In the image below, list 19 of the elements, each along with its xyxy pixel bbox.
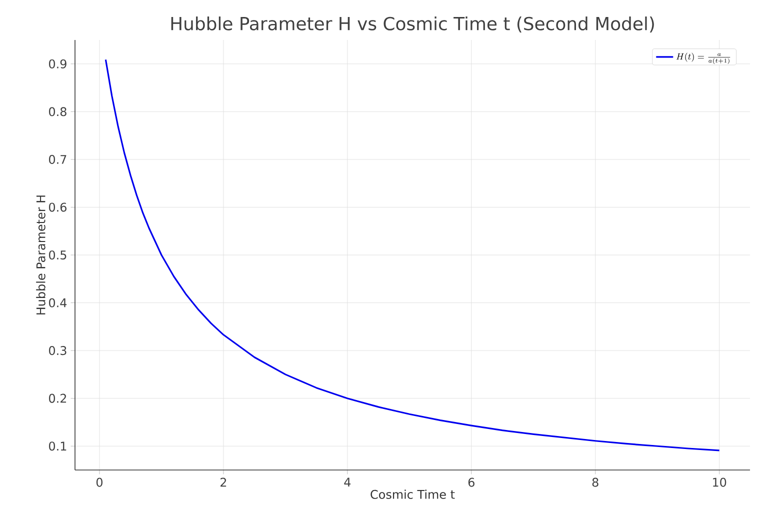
- chart-title: Hubble Parameter H vs Cosmic Time t (Second Model): [171, 16, 654, 32]
- y-tick-label: 0.2: [48, 394, 66, 403]
- x-axis-title: Cosmic Time t: [370, 490, 455, 499]
- y-tick-label: 0.6: [48, 202, 66, 212]
- y-tick-label: 0.3: [48, 346, 66, 356]
- x-tick-label: 4: [344, 478, 351, 486]
- x-tick-label: 2: [220, 478, 226, 487]
- y-tick-label: 0.4: [48, 298, 67, 308]
- y-tick-label: 0.9: [48, 59, 66, 68]
- x-tick-label: 6: [468, 478, 474, 487]
- y-tick-label: 0.5: [48, 250, 66, 260]
- x-tick-label: 0: [96, 478, 102, 487]
- y-axis-title: Hubble Parameter H: [36, 196, 46, 314]
- y-tick-label: 0.7: [48, 154, 66, 164]
- y-tick-label: 0.8: [48, 107, 66, 116]
- y-tick-label: 0.1: [48, 442, 66, 451]
- x-tick-label: 10: [713, 478, 726, 487]
- legend-label: $H(t) = \frac{a}{a(t+1)}$: [676, 52, 730, 64]
- x-tick-label: 8: [592, 478, 598, 487]
